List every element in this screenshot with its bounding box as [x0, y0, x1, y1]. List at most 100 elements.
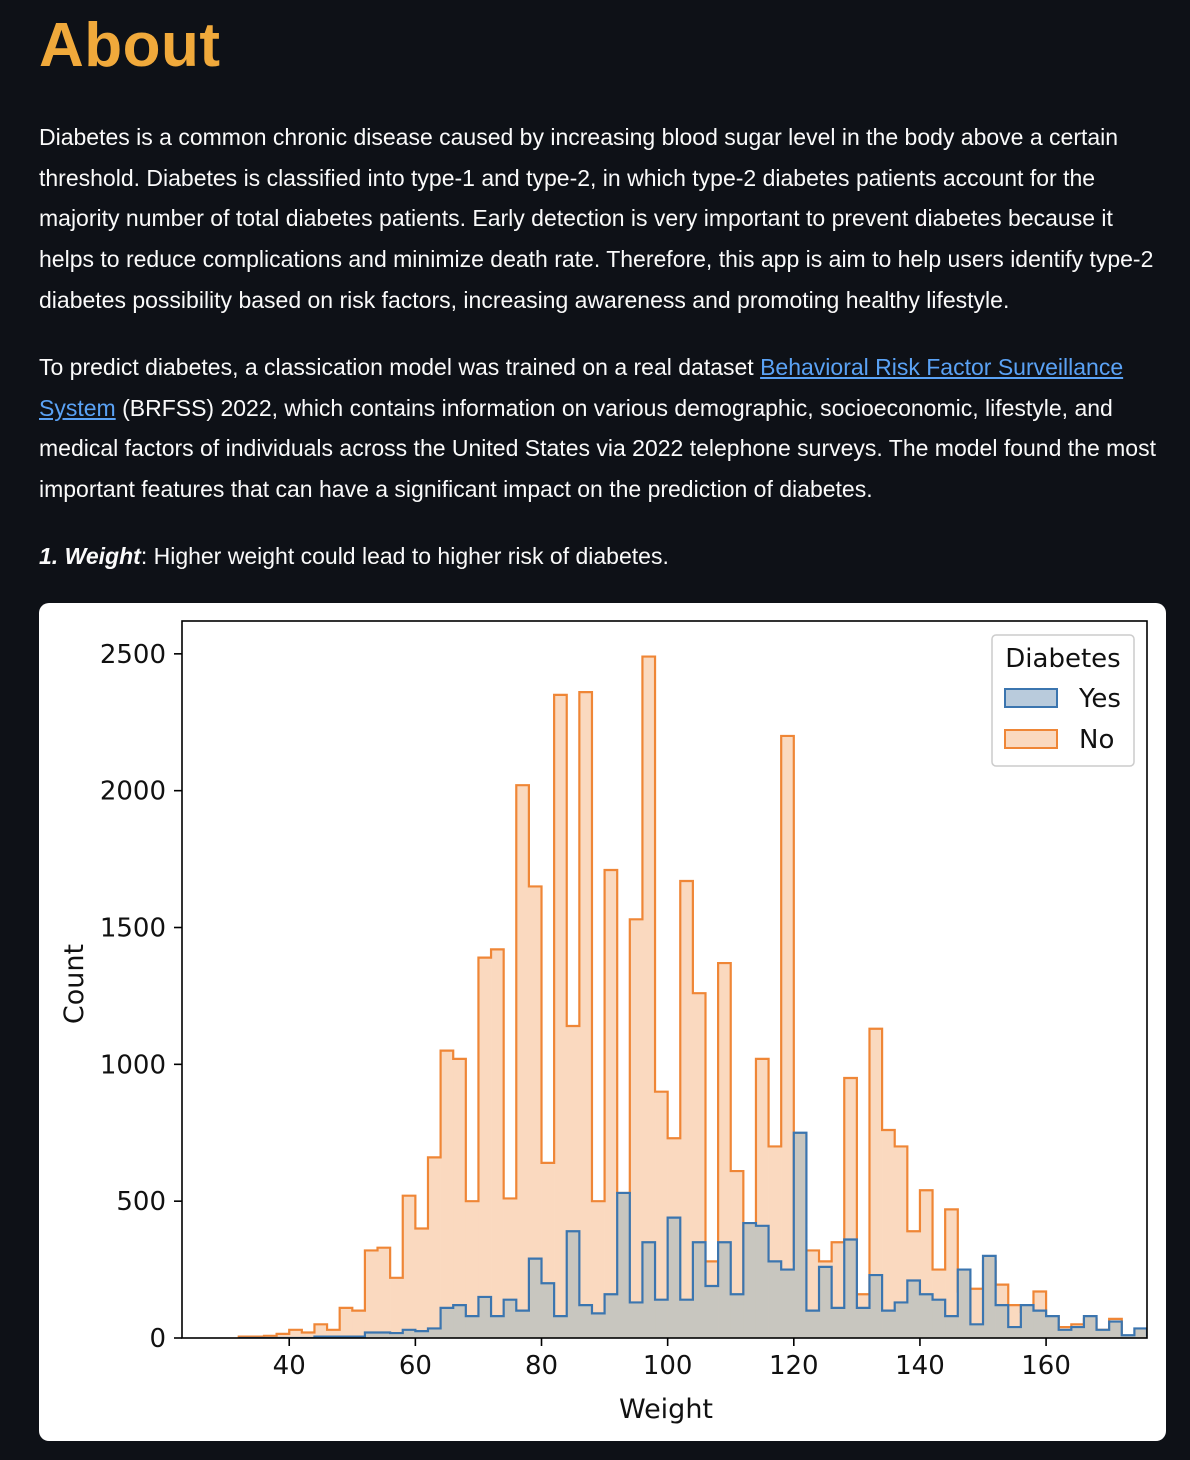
bar-no: [1160, 1337, 1166, 1338]
bar-no: [377, 1247, 391, 1338]
bar-yes: [1046, 1316, 1059, 1338]
bar-no: [289, 1329, 303, 1338]
bar-yes: [882, 1310, 896, 1338]
bar-yes: [793, 1132, 807, 1338]
bar-yes: [806, 1310, 820, 1338]
y-tick-label: 1500: [100, 914, 166, 944]
bar-yes: [1071, 1327, 1085, 1338]
bar-yes: [1147, 1335, 1160, 1338]
bar-yes: [932, 1299, 946, 1338]
weight-histogram: 40 60 80 100 120 140 160 05001000150020002500 …: [59, 620, 1166, 1425]
bar-yes: [604, 1294, 618, 1338]
bar-no: [339, 1307, 353, 1338]
bar-no: [465, 1201, 479, 1338]
bar-yes: [516, 1310, 530, 1338]
y-tick-label: 0: [149, 1324, 166, 1354]
bar-yes: [945, 1316, 959, 1338]
plot-frame: [181, 620, 1148, 1339]
bar-no: [453, 1058, 467, 1338]
y-tick-label: 2500: [100, 640, 166, 670]
brfss-link[interactable]: Behavioral Risk Factor Surveillance Syst…: [39, 354, 1124, 421]
bar-yes: [819, 1266, 832, 1338]
bar-no: [882, 1130, 896, 1338]
bar-yes: [377, 1332, 391, 1338]
bar-yes: [692, 1242, 706, 1338]
bar-no: [327, 1329, 340, 1338]
bar-no: [945, 1209, 959, 1338]
y-tick-label: 1000: [100, 1050, 166, 1080]
bar-no: [427, 1157, 441, 1338]
bar-yes: [629, 1302, 643, 1338]
bar-no: [314, 1324, 328, 1338]
legend-swatch-no: [1004, 729, 1058, 749]
bar-yes: [1020, 1305, 1034, 1338]
bar-no: [516, 785, 530, 1338]
bar-yes: [919, 1294, 933, 1338]
bar-no: [528, 886, 542, 1338]
bar-yes: [957, 1269, 971, 1338]
bar-yes: [579, 1305, 593, 1338]
bar-yes: [856, 1307, 870, 1338]
bar-yes: [970, 1324, 984, 1338]
x-tick-label: 160: [1021, 1351, 1071, 1381]
bar-yes: [491, 1316, 504, 1338]
bar-yes: [768, 1261, 782, 1338]
bar-no: [680, 880, 694, 1338]
bar-yes: [503, 1299, 517, 1338]
bar-yes: [440, 1307, 454, 1338]
bar-no: [352, 1310, 366, 1338]
page-title: About: [39, 11, 221, 80]
bar-yes: [617, 1192, 631, 1338]
bar-yes: [528, 1258, 542, 1338]
bar-no: [276, 1333, 290, 1338]
legend: Diabetes Yes No: [991, 634, 1135, 767]
intro-paragraph: Diabetes is a common chronic disease cau…: [39, 124, 1154, 313]
legend-title: Diabetes: [1005, 644, 1120, 674]
bar-yes: [541, 1283, 555, 1338]
bar-yes: [390, 1333, 404, 1338]
bar-yes: [705, 1286, 719, 1338]
bar-yes: [1134, 1328, 1147, 1338]
bar-no: [579, 692, 593, 1338]
bar-yes: [844, 1239, 858, 1338]
bar-no: [554, 694, 568, 1338]
feature-label: 1. Weight: [39, 543, 141, 569]
bar-yes: [831, 1307, 845, 1338]
bar-yes: [478, 1296, 492, 1338]
bar-no: [781, 735, 795, 1338]
x-tick-label: 100: [643, 1351, 693, 1381]
bar-no: [642, 656, 656, 1338]
bar-yes: [680, 1299, 694, 1338]
bar-no: [478, 957, 492, 1338]
bar-no: [415, 1228, 429, 1338]
bar-yes: [1083, 1316, 1097, 1338]
bar-yes: [869, 1275, 883, 1338]
bar-no: [604, 870, 618, 1338]
y-axis: 0 500 1000 1500 2000 2500: [100, 640, 182, 1354]
bar-no: [869, 1028, 883, 1338]
bar-yes: [995, 1305, 1009, 1338]
bar-yes: [1008, 1327, 1022, 1338]
bar-yes: [465, 1316, 479, 1338]
x-tick-label: 120: [769, 1351, 819, 1381]
bar-yes: [718, 1242, 732, 1338]
x-tick-label: 40: [273, 1351, 306, 1381]
y-axis-label: Count: [59, 944, 90, 1024]
bar-yes: [655, 1299, 668, 1338]
legend-swatch-yes: [1004, 688, 1058, 708]
bar-yes: [743, 1223, 757, 1338]
bar-yes: [781, 1269, 795, 1338]
dataset-paragraph-start: To predict diabetes, a classication mode…: [39, 354, 761, 380]
bar-no: [894, 1146, 908, 1338]
bar-no: [655, 1091, 668, 1338]
x-tick-label: 80: [525, 1351, 558, 1381]
feature-weight: 1. Weight: Higher weight could lead to h…: [39, 536, 669, 576]
bar-no: [1147, 1337, 1160, 1338]
legend-label-no: No: [1079, 725, 1114, 755]
bar-yes: [1160, 1330, 1166, 1338]
bar-yes: [427, 1328, 441, 1338]
bar-yes: [1058, 1329, 1072, 1338]
bar-no: [591, 1201, 605, 1338]
bar-yes: [894, 1302, 908, 1338]
x-tick-label: 60: [399, 1351, 432, 1381]
